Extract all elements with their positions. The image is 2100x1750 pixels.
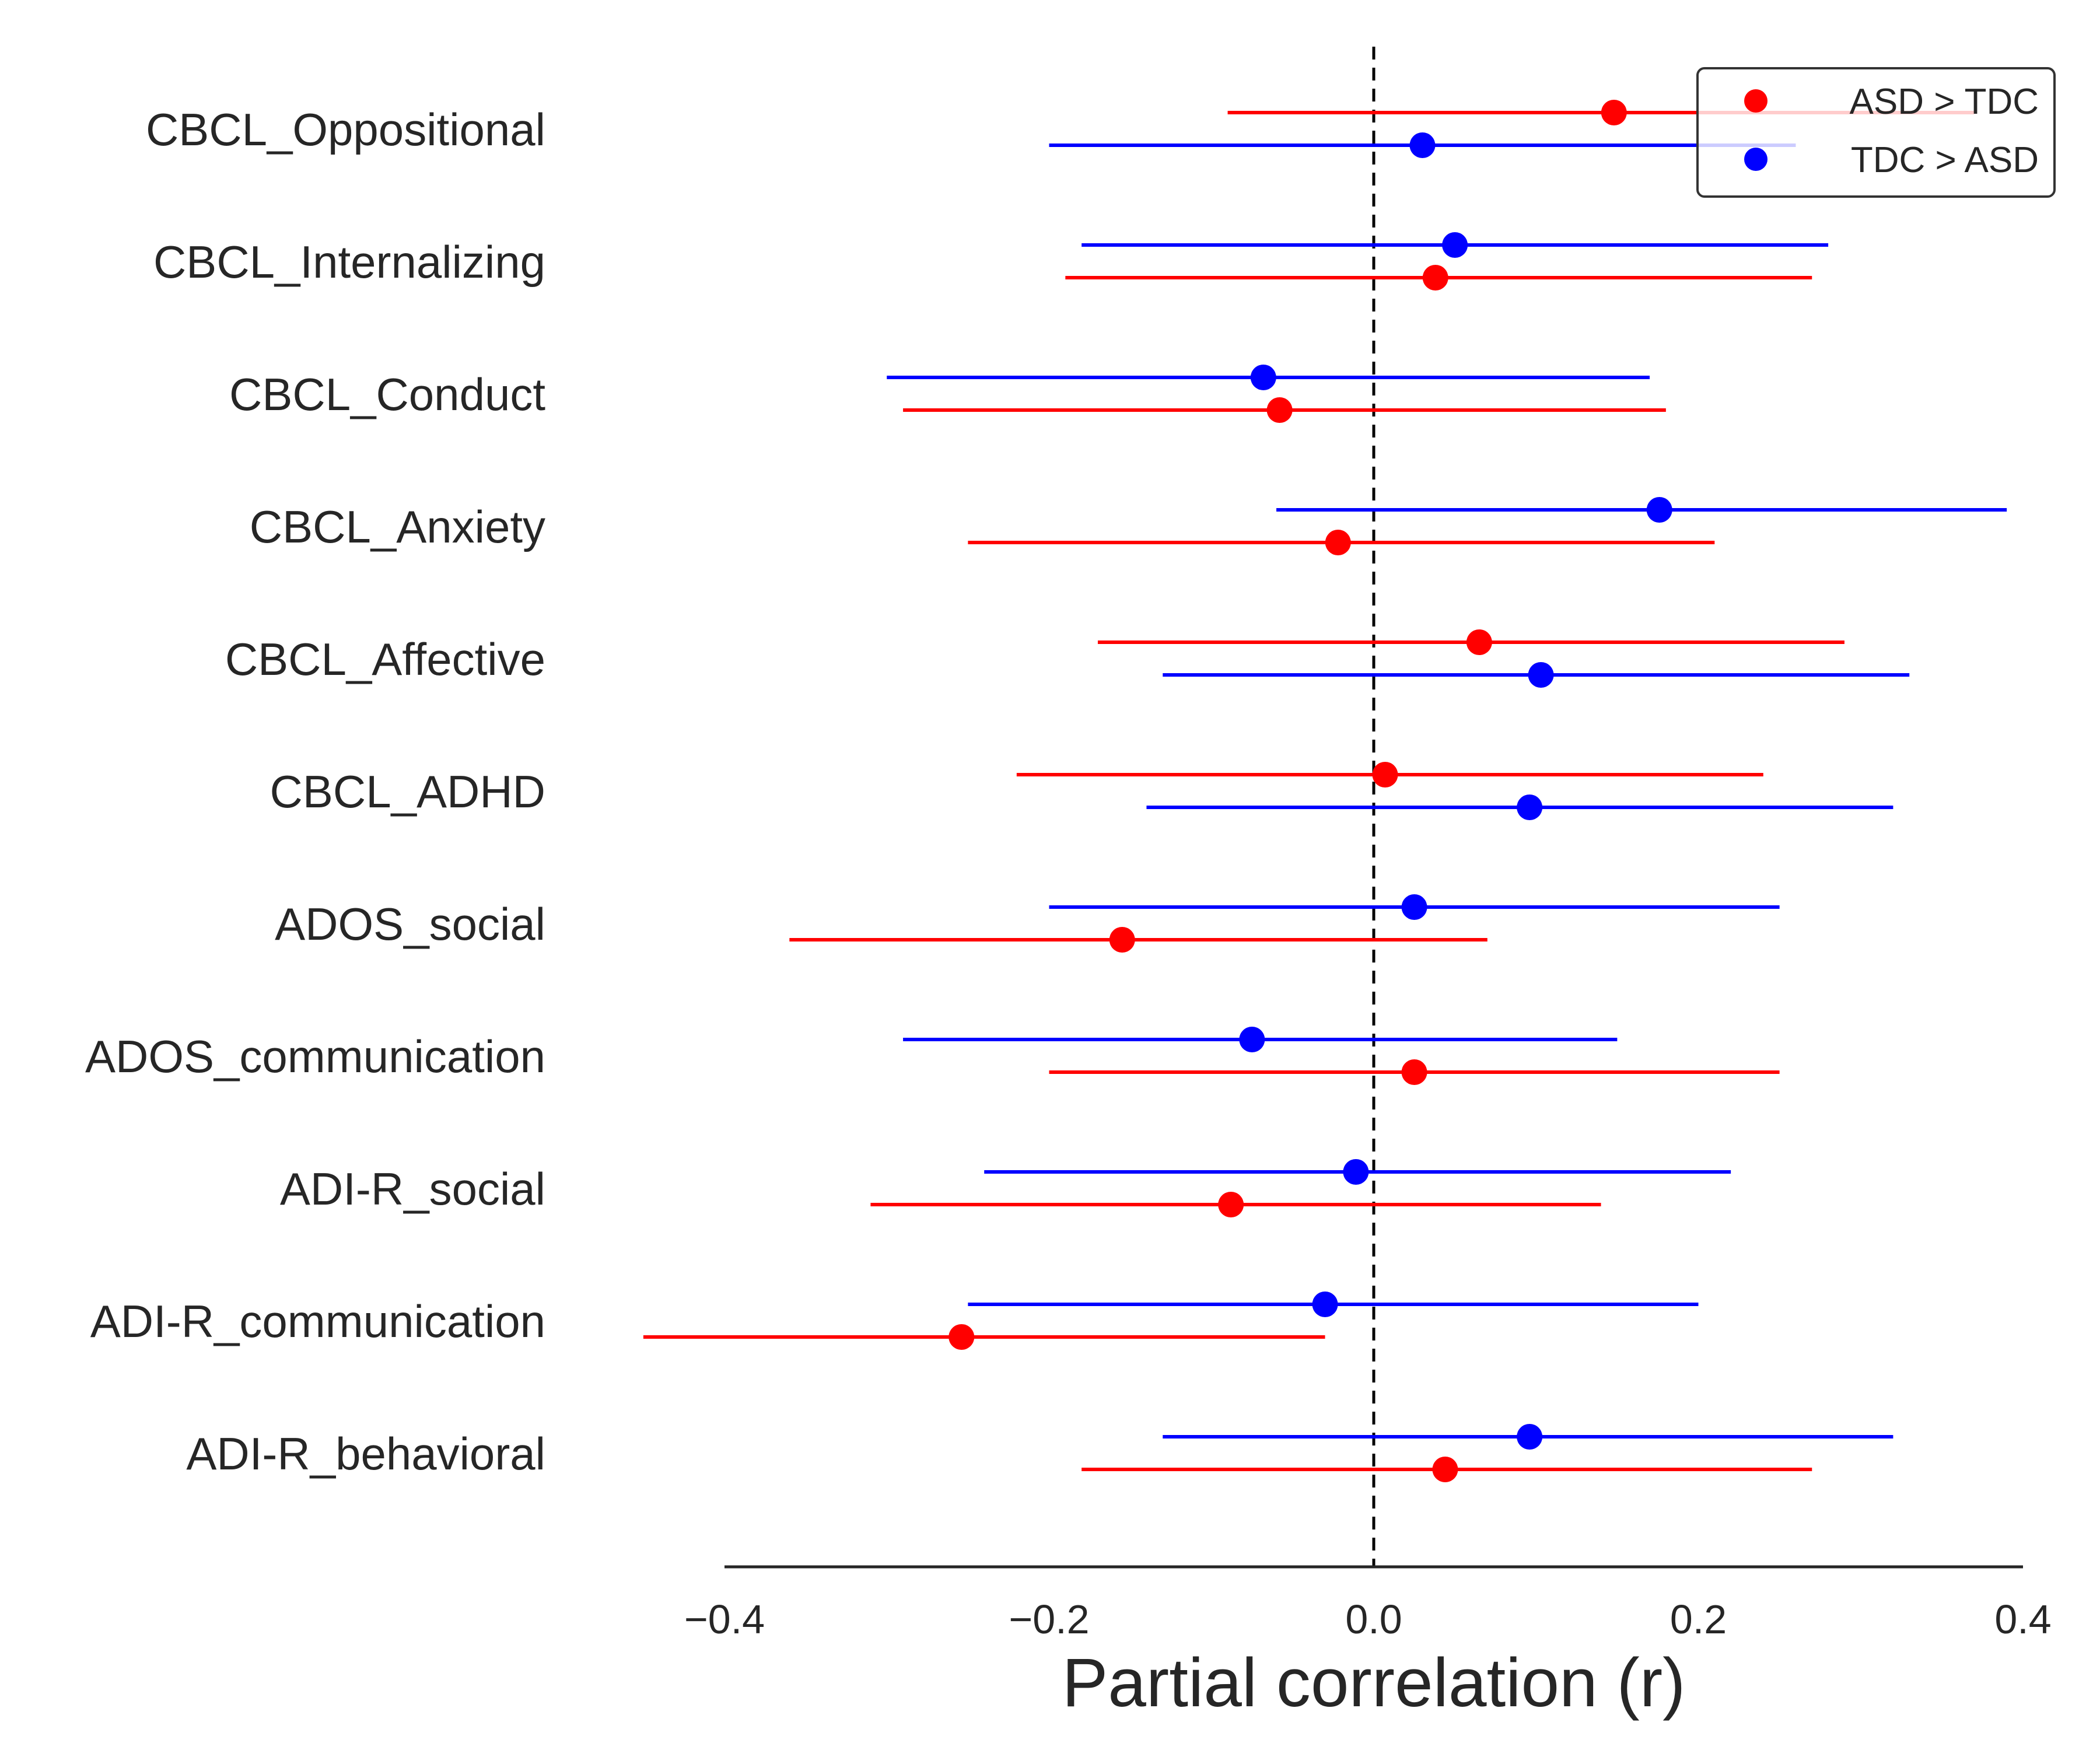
point-estimate: [1422, 265, 1448, 290]
legend-marker: [1744, 148, 1768, 171]
category-label-ados-social: ADOS_social: [275, 898, 545, 950]
legend-frame: [1696, 67, 2056, 198]
x-axis-ticks: −0.4 −0.2 0.0 0.2 0.4: [684, 1597, 2052, 1642]
series-asd-gt-tdc: [643, 100, 1975, 1482]
point-estimate: [1601, 100, 1627, 125]
category-label-adi-r-behavioral: ADI-R_behavioral: [186, 1428, 545, 1479]
point-estimate: [1312, 1292, 1338, 1317]
x-tick-label: 0.4: [1994, 1597, 2051, 1642]
category-label-cbcl-internalizing: CBCL_Internalizing: [153, 236, 545, 288]
category-label-cbcl-affective: CBCL_Affective: [225, 634, 545, 685]
x-tick-label: 0.2: [1670, 1597, 1727, 1642]
point-estimate: [1250, 365, 1276, 390]
point-estimate: [1239, 1027, 1265, 1052]
legend-marker: [1744, 89, 1768, 113]
category-label-ados-communication: ADOS_communication: [85, 1031, 545, 1082]
x-tick-label: −0.2: [1009, 1597, 1089, 1642]
point-estimate: [1401, 1059, 1427, 1085]
legend-label: TDC > ASD: [1851, 140, 2039, 180]
category-label-adi-r-communication: ADI-R_communication: [90, 1296, 545, 1347]
category-label-cbcl-anxiety: CBCL_Anxiety: [250, 501, 545, 552]
x-axis-title: Partial correlation (r): [1062, 1644, 1686, 1721]
legend: ASD > TDC TDC > ASD: [1696, 67, 2056, 198]
series-layer: [643, 100, 2007, 1482]
category-label-cbcl-oppositional: CBCL_Oppositional: [146, 104, 545, 155]
point-estimate: [1466, 629, 1492, 655]
point-estimate: [1343, 1159, 1369, 1185]
point-estimate: [1109, 927, 1135, 953]
legend-label: ASD > TDC: [1850, 82, 2039, 122]
point-estimate: [1372, 762, 1398, 788]
point-estimate: [1517, 794, 1543, 820]
category-label-cbcl-conduct: CBCL_Conduct: [229, 369, 545, 420]
point-estimate: [949, 1324, 975, 1350]
x-tick-label: −0.4: [684, 1597, 765, 1642]
point-estimate: [1517, 1424, 1543, 1450]
point-estimate: [1409, 132, 1436, 158]
point-estimate: [1432, 1457, 1458, 1482]
x-tick-label: 0.0: [1345, 1597, 1402, 1642]
point-estimate: [1266, 397, 1293, 423]
point-estimate: [1442, 232, 1468, 258]
category-label-cbcl-adhd: CBCL_ADHD: [270, 766, 545, 817]
point-estimate: [1646, 497, 1672, 523]
point-estimate: [1528, 662, 1554, 688]
point-estimate: [1218, 1192, 1244, 1217]
point-estimate: [1325, 530, 1351, 555]
point-estimate: [1401, 894, 1427, 920]
series-tdc-gt-asd: [887, 132, 2007, 1450]
category-rows: CBCL_Oppositional CBCL_Internalizing CBCL_…: [85, 104, 545, 1479]
category-label-adi-r-social: ADI-R_social: [280, 1163, 545, 1214]
